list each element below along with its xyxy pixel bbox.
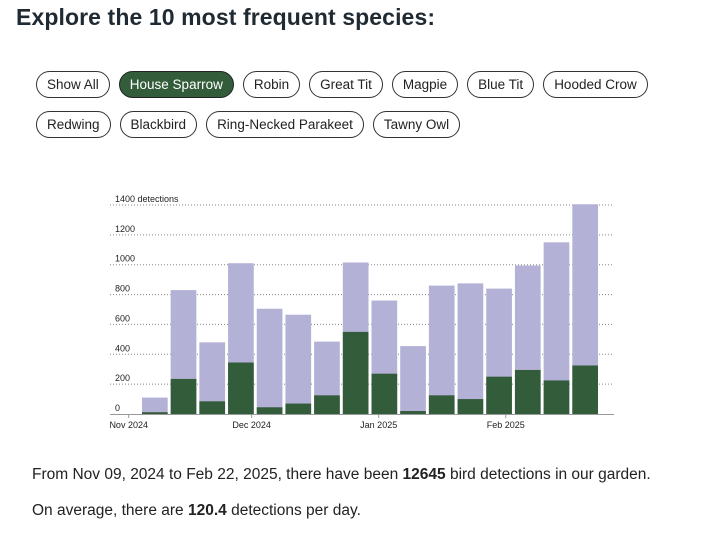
y-tick-label: 0 <box>115 403 120 413</box>
bar-total-detections <box>142 397 168 414</box>
y-tick-label: 1400 detections <box>115 194 179 204</box>
bar-selected-species <box>572 365 598 414</box>
species-button-robin[interactable]: Robin <box>242 71 301 98</box>
species-button-redwing[interactable]: Redwing <box>36 111 111 138</box>
bar-selected-species <box>256 407 283 414</box>
bar-selected-species <box>514 369 541 414</box>
species-button-show-all[interactable]: Show All <box>36 71 110 98</box>
species-button-blackbird[interactable]: Blackbird <box>119 111 198 138</box>
bar-selected-species <box>457 399 484 414</box>
bar-selected-species <box>371 373 398 414</box>
summary-average-detections: On average, there are 120.4 detections p… <box>32 502 361 520</box>
bar-selected-species <box>486 376 512 414</box>
x-tick-label: Nov 2024 <box>109 420 148 430</box>
species-button-ring-necked-parakeet[interactable]: Ring-Necked Parakeet <box>206 111 364 138</box>
species-filter-row-1: Show All House Sparrow Robin Great Tit M… <box>36 71 696 98</box>
bar-selected-species <box>428 395 455 414</box>
species-button-blue-tit[interactable]: Blue Tit <box>467 71 535 98</box>
species-button-hooded-crow[interactable]: Hooded Crow <box>543 71 648 98</box>
bar-selected-species <box>285 403 312 414</box>
bar-selected-species <box>170 378 197 414</box>
bar-total-detections <box>256 308 283 414</box>
species-filter-buttons: Show All House Sparrow Robin Great Tit M… <box>36 71 696 151</box>
y-tick-label: 1200 <box>115 224 135 234</box>
x-tick-label: Dec 2024 <box>232 420 271 430</box>
summary-line1-prefix: From Nov 09, 2024 to Feb 22, 2025, there… <box>32 466 403 483</box>
y-tick-label: 800 <box>115 284 130 294</box>
summary-line2-suffix: detections per day. <box>226 502 361 519</box>
summary-line1-suffix: bird detections in our garden. <box>445 466 651 483</box>
bar-total-detections <box>457 283 484 414</box>
bar-total-detections <box>400 346 426 414</box>
bar-selected-species <box>142 412 168 414</box>
x-tick-label: Jan 2025 <box>360 420 397 430</box>
y-tick-label: 600 <box>115 313 130 323</box>
bar-selected-species <box>342 331 369 414</box>
species-filter-row-2: Redwing Blackbird Ring-Necked Parakeet T… <box>36 111 696 138</box>
average-detections-value: 120.4 <box>187 502 227 519</box>
summary-line2-prefix: On average, there are <box>32 502 188 519</box>
summary-total-detections: From Nov 09, 2024 to Feb 22, 2025, there… <box>32 466 651 484</box>
bar-selected-species <box>543 380 570 414</box>
bar-selected-species <box>199 401 226 414</box>
species-button-tawny-owl[interactable]: Tawny Owl <box>372 111 461 138</box>
species-button-house-sparrow[interactable]: House Sparrow <box>118 71 234 98</box>
bar-selected-species <box>400 411 426 414</box>
bar-total-detections <box>285 314 312 414</box>
bar-selected-species <box>314 395 340 414</box>
bar-total-detections <box>428 285 455 414</box>
y-tick-label: 400 <box>115 343 130 353</box>
total-detections-value: 12645 <box>402 466 446 483</box>
page-title: Explore the 10 most frequent species: <box>16 4 436 30</box>
y-tick-label: 1000 <box>115 254 135 264</box>
y-tick-label: 200 <box>115 373 130 383</box>
species-button-magpie[interactable]: Magpie <box>391 71 459 98</box>
species-button-great-tit[interactable]: Great Tit <box>309 71 383 98</box>
bar-selected-species <box>228 362 254 414</box>
x-tick-label: Feb 2025 <box>487 420 525 430</box>
